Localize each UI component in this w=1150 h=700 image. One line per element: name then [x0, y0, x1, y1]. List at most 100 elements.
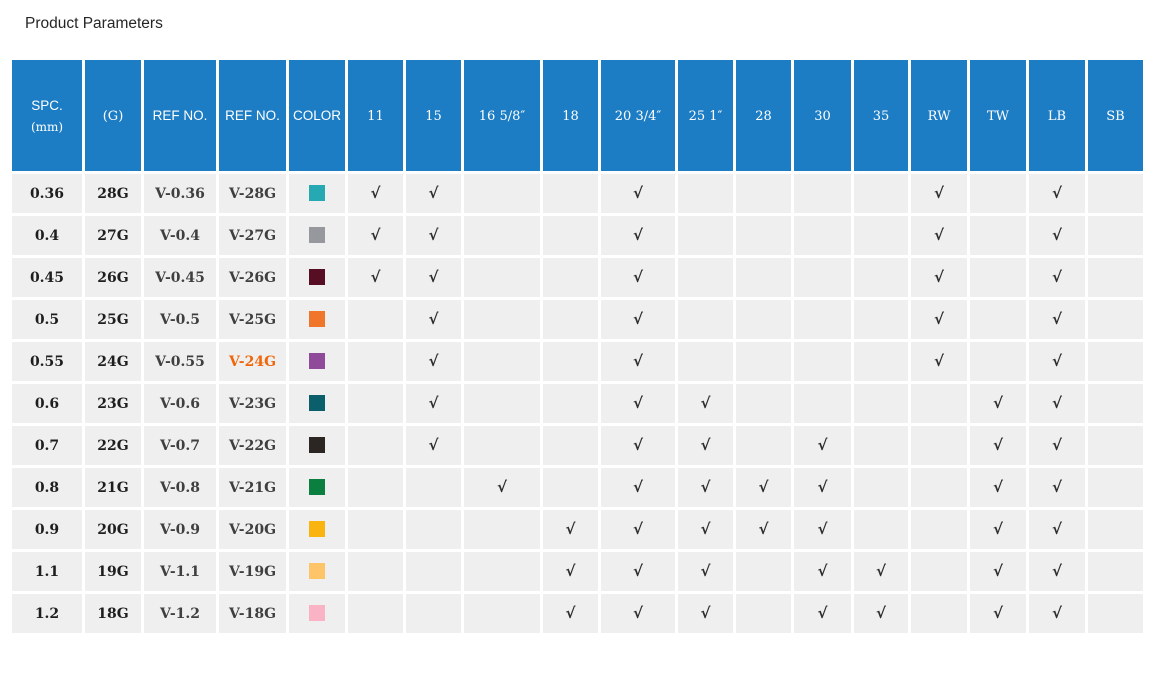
size-cell-c28	[733, 381, 794, 426]
size-cell-rw: √	[908, 171, 970, 216]
check-icon: √	[632, 394, 643, 412]
highlighted-ref-link[interactable]: V-24G	[228, 353, 277, 370]
check-icon: √	[700, 562, 711, 580]
table-row: 0.8 21G V-0.8 V-21G √ √ √ √ √ √ √	[9, 465, 1146, 510]
col-header-rw: RW	[908, 57, 970, 174]
color-swatch	[309, 395, 325, 412]
ref-no-cell: V-1.1	[141, 549, 219, 594]
color-cell	[286, 255, 348, 300]
color-swatch	[309, 227, 325, 244]
check-icon: √	[817, 562, 828, 580]
check-icon: √	[700, 520, 711, 538]
check-icon: √	[1051, 436, 1062, 454]
table-row: 0.6 23G V-0.6 V-23G √ √ √ √ √	[9, 381, 1146, 426]
ref-no-g-cell: V-26G	[216, 255, 289, 300]
col-header-sublabel: (mm)	[30, 119, 64, 134]
check-icon: √	[370, 268, 381, 286]
check-icon: √	[817, 478, 828, 496]
size-cell-sb	[1085, 171, 1146, 216]
gauge-cell: 23G	[82, 381, 144, 426]
check-icon: √	[632, 226, 643, 244]
spc-cell: 0.9	[9, 507, 85, 552]
check-icon: √	[700, 478, 711, 496]
size-cell-c35	[851, 255, 911, 300]
check-icon: √	[632, 604, 643, 622]
size-cell-c18	[540, 339, 601, 384]
spc-cell: 0.4	[9, 213, 85, 258]
check-icon: √	[992, 562, 1003, 580]
check-icon: √	[1051, 268, 1062, 286]
ref-no-g-cell: V-25G	[216, 297, 289, 342]
ref-no-cell: V-0.36	[141, 171, 219, 216]
size-cell-tw: √	[967, 381, 1029, 426]
color-cell	[286, 381, 348, 426]
color-cell	[286, 213, 348, 258]
gauge-cell: 24G	[82, 339, 144, 384]
size-cell-c30	[791, 339, 854, 384]
size-cell-c25: √	[675, 465, 736, 510]
size-cell-c15: √	[403, 423, 464, 468]
size-cell-rw: √	[908, 213, 970, 258]
col-header-label: 25 1″	[688, 108, 723, 124]
check-icon: √	[933, 352, 944, 370]
check-icon: √	[428, 184, 439, 202]
size-cell-c16	[461, 381, 543, 426]
size-cell-c18	[540, 381, 601, 426]
color-cell	[286, 171, 348, 216]
check-icon: √	[1051, 184, 1062, 202]
size-cell-c28	[733, 171, 794, 216]
col-header-label: REF NO.	[152, 108, 208, 123]
size-cell-sb	[1085, 423, 1146, 468]
col-header-color: COLOR	[286, 57, 348, 174]
table-row: 0.45 26G V-0.45 V-26G √ √ √ √ √	[9, 255, 1146, 300]
check-icon: √	[817, 604, 828, 622]
color-swatch	[309, 311, 325, 328]
size-cell-c28	[733, 549, 794, 594]
size-cell-c28	[733, 255, 794, 300]
size-cell-tw: √	[967, 549, 1029, 594]
size-cell-rw	[908, 465, 970, 510]
col-header-label: 20 3/4″	[614, 108, 662, 124]
size-cell-c15: √	[403, 339, 464, 384]
size-cell-lb: √	[1026, 549, 1088, 594]
size-cell-c20: √	[598, 297, 678, 342]
check-icon: √	[428, 310, 439, 328]
size-cell-c30: √	[791, 465, 854, 510]
size-cell-c25: √	[675, 381, 736, 426]
col-header-label: 28	[755, 108, 772, 124]
size-cell-c25: √	[675, 423, 736, 468]
size-cell-c11	[345, 339, 406, 384]
size-cell-c16	[461, 423, 543, 468]
size-cell-c25: √	[675, 591, 736, 636]
size-cell-c16: √	[461, 465, 543, 510]
size-cell-rw	[908, 423, 970, 468]
size-cell-tw	[967, 213, 1029, 258]
table-body: 0.36 28G V-0.36 V-28G √ √ √ √ √ 0.4 27G V-0.4 V-27G √…	[9, 171, 1146, 636]
size-cell-lb: √	[1026, 255, 1088, 300]
ref-no-g-cell: V-27G	[216, 213, 289, 258]
ref-no-g-cell: V-24G	[216, 339, 289, 384]
size-cell-c16	[461, 255, 543, 300]
size-cell-c30	[791, 297, 854, 342]
spc-cell: 0.36	[9, 171, 85, 216]
col-header-label: SB	[1106, 108, 1125, 124]
page-title: Product Parameters	[25, 15, 163, 32]
col-header-spc: SPC. (mm)	[9, 57, 85, 174]
color-cell	[286, 423, 348, 468]
color-swatch	[309, 563, 325, 580]
size-cell-c15	[403, 465, 464, 510]
spc-cell: 0.55	[9, 339, 85, 384]
table-row: 0.4 27G V-0.4 V-27G √ √ √ √ √	[9, 213, 1146, 258]
size-cell-c30	[791, 255, 854, 300]
col-header-label: (G)	[102, 108, 124, 124]
size-cell-c28	[733, 591, 794, 636]
check-icon: √	[1051, 226, 1062, 244]
size-cell-c11	[345, 423, 406, 468]
size-cell-sb	[1085, 213, 1146, 258]
size-cell-c20: √	[598, 339, 678, 384]
size-cell-lb: √	[1026, 381, 1088, 426]
size-cell-c35	[851, 339, 911, 384]
col-header-c16: 16 5/8″	[461, 57, 543, 174]
size-cell-tw: √	[967, 465, 1029, 510]
check-icon: √	[370, 184, 381, 202]
